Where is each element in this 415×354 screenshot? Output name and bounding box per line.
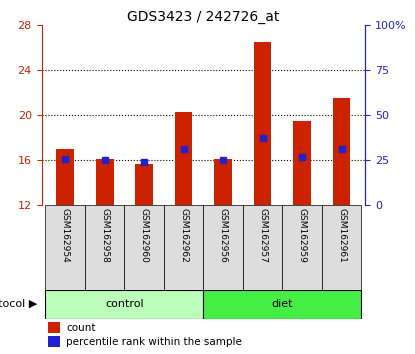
Bar xyxy=(124,205,164,290)
Bar xyxy=(243,205,282,290)
Bar xyxy=(203,205,243,290)
Bar xyxy=(135,164,153,205)
Bar xyxy=(214,159,232,205)
Text: percentile rank within the sample: percentile rank within the sample xyxy=(66,337,242,347)
Bar xyxy=(282,205,322,290)
Bar xyxy=(333,98,350,205)
Text: control: control xyxy=(105,299,144,309)
Bar xyxy=(322,205,361,290)
Text: count: count xyxy=(66,322,95,332)
Text: GSM162957: GSM162957 xyxy=(258,208,267,263)
Text: diet: diet xyxy=(271,299,293,309)
Bar xyxy=(48,336,60,347)
Bar xyxy=(46,205,85,290)
Text: GSM162960: GSM162960 xyxy=(139,208,149,263)
Bar xyxy=(293,121,311,205)
Text: GSM162961: GSM162961 xyxy=(337,208,346,263)
Text: GSM162954: GSM162954 xyxy=(61,208,70,263)
Text: protocol ▶: protocol ▶ xyxy=(0,299,37,309)
Title: GDS3423 / 242726_at: GDS3423 / 242726_at xyxy=(127,10,280,24)
Bar xyxy=(175,112,193,205)
Bar xyxy=(96,159,114,205)
Bar xyxy=(85,205,124,290)
Text: GSM162956: GSM162956 xyxy=(219,208,227,263)
Bar xyxy=(254,42,271,205)
Text: GSM162958: GSM162958 xyxy=(100,208,109,263)
Bar xyxy=(164,205,203,290)
Bar xyxy=(203,290,361,319)
Text: GSM162959: GSM162959 xyxy=(298,208,307,263)
Text: GSM162962: GSM162962 xyxy=(179,208,188,263)
Bar xyxy=(56,149,74,205)
Bar xyxy=(48,322,60,333)
Bar xyxy=(46,290,203,319)
